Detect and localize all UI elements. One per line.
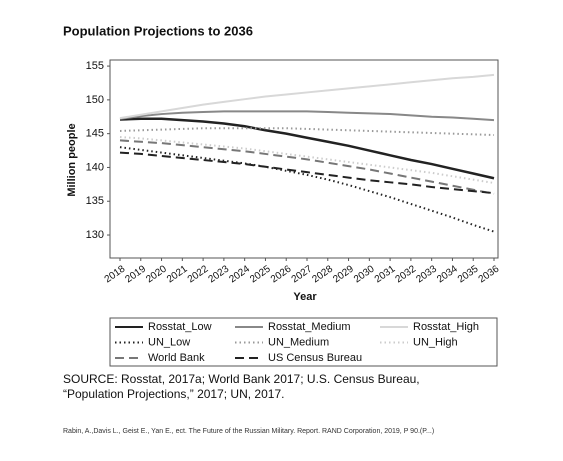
y-tick-label: 130 (86, 229, 104, 241)
plot-area (109, 59, 499, 259)
legend-label: US Census Bureau (268, 352, 362, 364)
source-note: SOURCE: Rosstat, 2017a; World Bank 2017;… (63, 372, 420, 401)
x-tick-label: 2031 (373, 263, 398, 285)
y-tick-label: 155 (86, 60, 104, 72)
x-axis-title: Year (293, 291, 317, 303)
x-tick-label: 2035 (456, 263, 481, 285)
x-tick-label: 2026 (269, 263, 294, 285)
x-tick-label: 2028 (310, 263, 335, 285)
x-tick-label: 2036 (477, 263, 502, 285)
credit: Rabin, A.,Davis L., Geist E., Yan E., ec… (63, 428, 435, 435)
series-line (119, 151, 495, 195)
y-tick-label: 135 (86, 195, 104, 207)
x-tick-label: 2022 (186, 263, 211, 285)
legend-label: Rosstat_High (413, 321, 479, 333)
x-tick-label: 2024 (227, 263, 252, 285)
legend-label: Rosstat_Medium (268, 321, 351, 333)
chart-title: Population Projections to 2036 (63, 23, 253, 38)
series-line (119, 146, 495, 233)
y-tick-label: 145 (86, 128, 104, 140)
x-tick-label: 2029 (331, 263, 356, 285)
x-tick-label: 2033 (414, 263, 439, 285)
series-line (119, 110, 495, 122)
y-tick-label: 140 (86, 161, 104, 173)
series-line (119, 139, 495, 195)
y-tick-label: 150 (86, 94, 104, 106)
series-line (119, 73, 495, 120)
x-tick-label: 2030 (352, 263, 377, 285)
x-tick-label: 2019 (123, 263, 148, 285)
x-tick-label: 2025 (248, 263, 273, 285)
legend-label: World Bank (148, 352, 205, 364)
series-line (119, 117, 495, 180)
x-tick-label: 2023 (207, 263, 232, 285)
x-tick-label: 2018 (103, 263, 128, 285)
x-tick-label: 2032 (394, 263, 419, 285)
legend-label: UN_Low (148, 336, 190, 348)
legend-label: UN_High (413, 336, 458, 348)
x-tick-label: 2027 (290, 263, 315, 285)
legend-label: UN_Medium (268, 336, 329, 348)
series-line (119, 127, 495, 137)
x-tick-label: 2021 (165, 263, 190, 285)
x-tick-label: 2020 (144, 263, 169, 285)
x-tick-label: 2034 (435, 263, 460, 285)
legend (109, 317, 498, 367)
y-axis-title: Million people (66, 123, 78, 196)
legend-label: Rosstat_Low (148, 321, 212, 333)
